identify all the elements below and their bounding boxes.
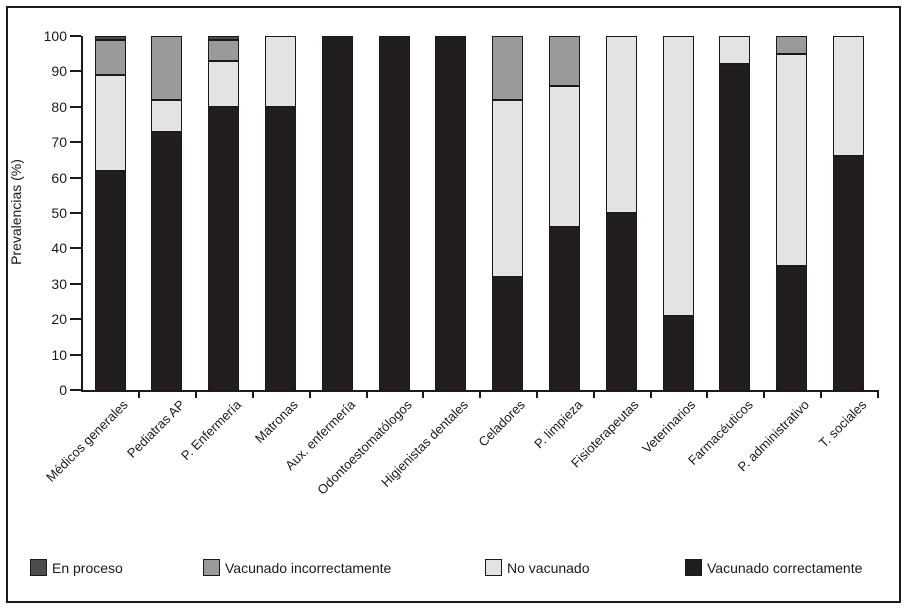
legend-label: Vacunado correctamente xyxy=(707,559,863,576)
legend-item: No vacunado xyxy=(485,559,590,576)
bar-segment xyxy=(549,227,580,390)
x-tick xyxy=(877,391,879,398)
x-tick xyxy=(820,391,822,398)
y-tick xyxy=(70,389,81,391)
x-tick xyxy=(366,391,368,398)
bar-segment xyxy=(492,100,523,277)
y-tick xyxy=(70,141,81,143)
y-tick xyxy=(70,70,81,72)
y-tick-label: 50 xyxy=(51,205,67,221)
x-tick xyxy=(309,391,311,398)
y-axis-title: Prevalencias (%) xyxy=(8,159,24,265)
x-tick xyxy=(706,391,708,398)
y-tick-label: 0 xyxy=(59,382,67,398)
y-tick-label: 40 xyxy=(51,240,67,256)
bar-segment xyxy=(833,36,864,156)
figure-border xyxy=(6,6,901,603)
bar-segment xyxy=(208,40,239,61)
bar-segment xyxy=(322,36,353,390)
y-tick xyxy=(70,212,81,214)
bar-segment xyxy=(549,86,580,227)
legend-item: En proceso xyxy=(30,559,123,576)
bar-segment xyxy=(265,36,296,107)
legend-swatch xyxy=(203,559,220,576)
y-tick-label: 90 xyxy=(51,63,67,79)
bar-segment xyxy=(776,266,807,390)
bar-segment xyxy=(776,54,807,266)
legend-swatch xyxy=(485,559,502,576)
bar-segment xyxy=(265,107,296,390)
legend-label: Vacunado incorrectamente xyxy=(225,559,392,576)
legend-swatch xyxy=(30,559,47,576)
x-tick xyxy=(138,391,140,398)
y-tick xyxy=(70,247,81,249)
y-tick-label: 10 xyxy=(51,347,67,363)
bar-segment xyxy=(492,36,523,100)
legend-item: Vacunado incorrectamente xyxy=(203,559,391,576)
y-axis-line xyxy=(81,36,83,392)
bar-segment xyxy=(151,100,182,132)
x-tick xyxy=(763,391,765,398)
bar-segment xyxy=(719,36,750,64)
x-tick xyxy=(650,391,652,398)
bar-segment xyxy=(151,36,182,100)
y-tick-label: 20 xyxy=(51,311,67,327)
y-tick xyxy=(70,106,81,108)
bar-segment xyxy=(663,36,694,316)
bar-segment xyxy=(549,36,580,86)
bar-segment xyxy=(435,36,466,390)
bar-segment xyxy=(151,132,182,390)
x-tick xyxy=(593,391,595,398)
bar-segment xyxy=(606,36,637,213)
x-tick xyxy=(536,391,538,398)
y-tick xyxy=(70,318,81,320)
bar-segment xyxy=(663,316,694,390)
x-tick xyxy=(195,391,197,398)
y-tick xyxy=(70,354,81,356)
y-tick xyxy=(70,35,81,37)
y-tick-label: 30 xyxy=(51,276,67,292)
y-tick-label: 80 xyxy=(51,99,67,115)
bar-segment xyxy=(95,75,126,171)
legend-label: En proceso xyxy=(52,559,123,576)
bar-segment xyxy=(776,36,807,54)
legend-swatch xyxy=(685,559,702,576)
x-tick xyxy=(479,391,481,398)
bar-segment xyxy=(833,156,864,390)
bar-segment xyxy=(95,171,126,390)
legend-item: Vacunado correctamente xyxy=(685,559,862,576)
bar-segment xyxy=(95,36,126,40)
y-tick-label: 100 xyxy=(43,28,67,44)
x-tick xyxy=(422,391,424,398)
bar-segment xyxy=(719,64,750,390)
legend-label: No vacunado xyxy=(507,559,590,576)
bar-segment xyxy=(492,277,523,390)
y-tick-label: 60 xyxy=(51,170,67,186)
bar-segment xyxy=(95,40,126,75)
bar-segment xyxy=(208,61,239,107)
y-tick xyxy=(70,177,81,179)
y-tick xyxy=(70,283,81,285)
x-tick xyxy=(252,391,254,398)
y-tick-label: 70 xyxy=(51,134,67,150)
bar-segment xyxy=(208,107,239,390)
bar-segment xyxy=(379,36,410,390)
bar-segment xyxy=(208,36,239,40)
bar-segment xyxy=(606,213,637,390)
